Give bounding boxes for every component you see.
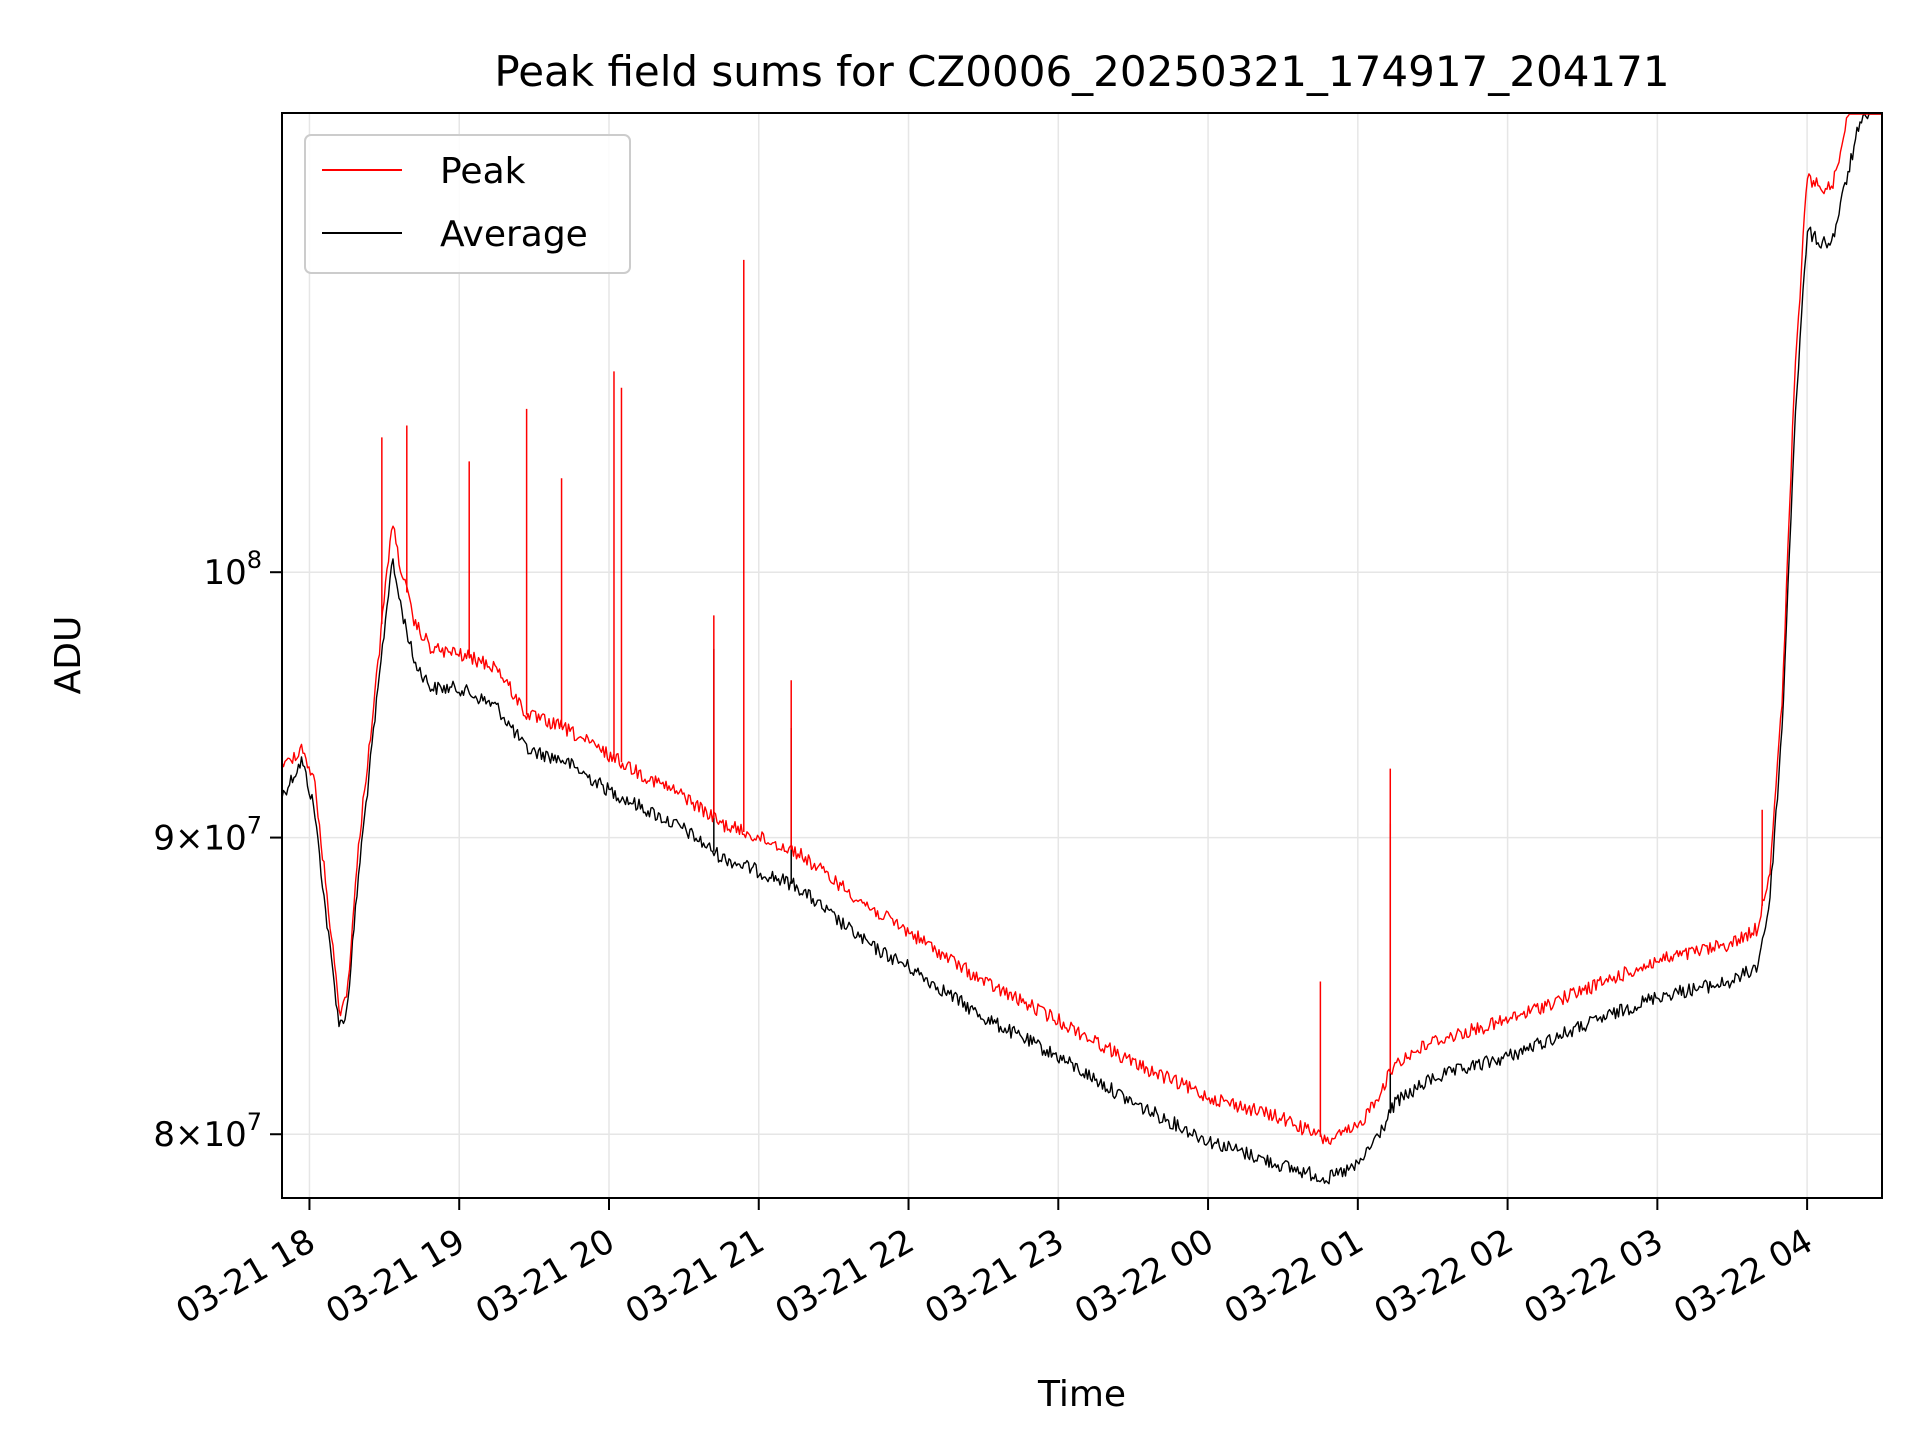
- legend-label-peak: Peak: [440, 151, 526, 192]
- series-layer: [281, 113, 1881, 1185]
- series-line-peak: [281, 113, 1881, 1145]
- y-axis-label: ADU: [48, 616, 89, 695]
- y-tick-label: 108: [203, 546, 262, 593]
- chart-title: Peak field sums for CZ0006_20250321_1749…: [494, 47, 1669, 96]
- y-tick-label: 8×107: [153, 1108, 262, 1155]
- plot-frame: [281, 112, 1883, 1199]
- legend-label-average: Average: [440, 214, 588, 255]
- series-line-average: [281, 113, 1881, 1185]
- legend: Peak Average: [304, 134, 631, 274]
- y-tick-label: 9×107: [153, 812, 262, 859]
- grid-lines: [282, 113, 1882, 1198]
- x-axis-label: Time: [1037, 1374, 1126, 1415]
- y-axis-ticks: 8×107 9×107 108: [153, 546, 282, 1155]
